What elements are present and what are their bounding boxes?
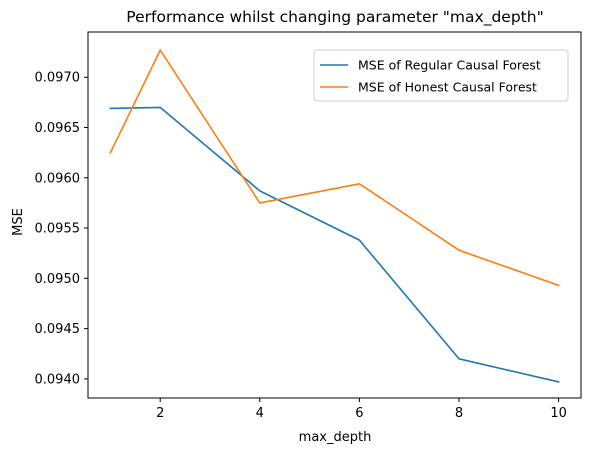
x-tick-label: 2 xyxy=(156,406,164,421)
legend-label-2: MSE of Honest Causal Forest xyxy=(358,80,537,95)
y-tick-label: 0.0970 xyxy=(35,71,81,86)
x-tick-label: 6 xyxy=(355,406,363,421)
legend-label-1: MSE of Regular Causal Forest xyxy=(358,58,541,73)
y-tick-label: 0.0950 xyxy=(35,272,81,287)
chart-title: Performance whilst changing parameter "m… xyxy=(126,8,543,27)
y-tick-label: 0.0965 xyxy=(35,121,81,136)
x-tick-label: 10 xyxy=(550,406,567,421)
y-tick-label: 0.0960 xyxy=(35,171,81,186)
x-tick-label: 8 xyxy=(455,406,463,421)
series-line-2 xyxy=(109,49,560,287)
y-tick-label: 0.0945 xyxy=(35,322,81,337)
y-axis-label: MSE xyxy=(11,208,26,236)
series-line-1 xyxy=(109,106,560,383)
y-tick-label: 0.0955 xyxy=(35,222,81,237)
legend-box xyxy=(313,49,569,102)
y-tick-label: 0.0940 xyxy=(35,372,81,387)
plot-frame xyxy=(87,31,582,399)
x-axis-label: max_depth xyxy=(299,430,372,445)
x-tick-label: 4 xyxy=(256,406,264,421)
